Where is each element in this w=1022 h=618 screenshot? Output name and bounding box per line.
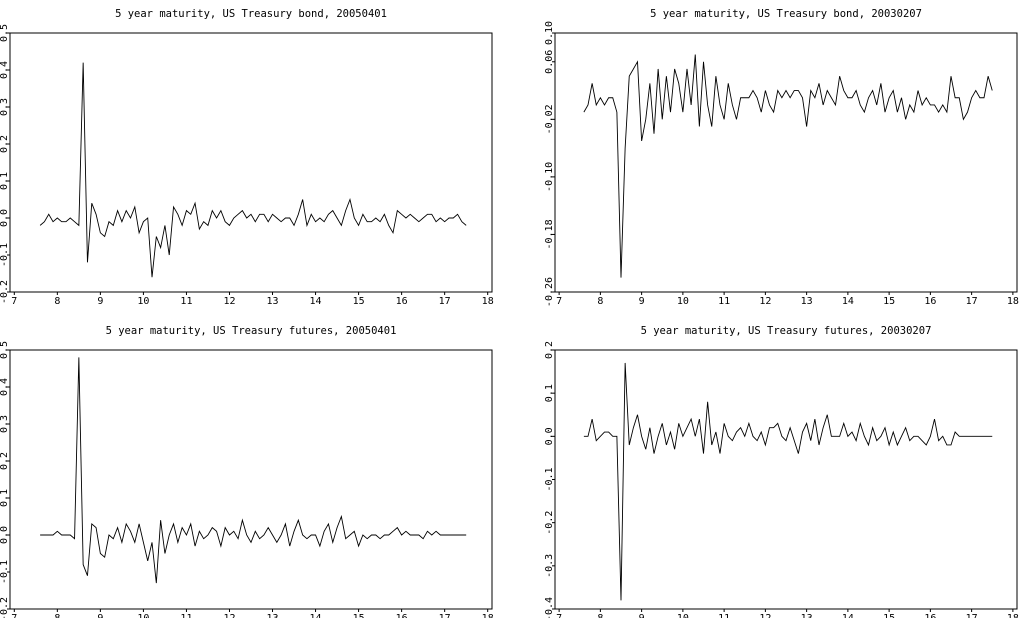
x-tick-label: 14 bbox=[310, 613, 322, 618]
data-line bbox=[40, 357, 467, 584]
y-tick-label: -0.18 bbox=[544, 219, 555, 249]
x-tick-label: 12 bbox=[759, 613, 771, 618]
x-tick-label: 16 bbox=[924, 613, 936, 618]
chart-title: 5 year maturity, US Treasury bond, 20050… bbox=[115, 8, 387, 20]
x-tick-label: 18 bbox=[482, 613, 494, 618]
y-tick-label: 0.4 bbox=[0, 61, 10, 79]
x-tick-label: 17 bbox=[966, 613, 978, 618]
plot-frame bbox=[554, 32, 1018, 293]
x-tick-label: 18 bbox=[1007, 296, 1019, 307]
y-tick-label: 0.1 bbox=[544, 384, 555, 402]
y-tick-label: 0.1 bbox=[0, 489, 10, 507]
x-tick-label: 13 bbox=[266, 296, 278, 307]
y-tick-label: 0.5 bbox=[0, 341, 10, 359]
x-tick-label: 15 bbox=[353, 613, 365, 618]
x-tick-label: 16 bbox=[924, 296, 936, 307]
y-tick-label: -0.2 bbox=[0, 280, 10, 304]
y-tick-label: 0.1 bbox=[0, 172, 10, 190]
y-tick-label: 0.2 bbox=[0, 135, 10, 153]
chart-panel: 5 year maturity, US Treasury bond, 20050… bbox=[0, 8, 494, 307]
y-tick-label: 0.4 bbox=[0, 378, 10, 396]
data-line bbox=[39, 62, 467, 278]
x-tick-label: 13 bbox=[801, 613, 813, 618]
y-tick-label: -0.4 bbox=[544, 597, 555, 618]
x-tick-label: 7 bbox=[11, 296, 17, 307]
x-tick-label: 9 bbox=[639, 613, 645, 618]
x-tick-label: 8 bbox=[54, 296, 60, 307]
y-tick-label: -0.26 bbox=[544, 277, 555, 307]
x-tick-label: 7 bbox=[556, 613, 562, 618]
x-tick-label: 12 bbox=[223, 296, 235, 307]
y-tick-label: 0.0 bbox=[0, 209, 10, 227]
data-line bbox=[583, 362, 993, 601]
data-line bbox=[583, 54, 993, 278]
x-tick-label: 8 bbox=[597, 296, 603, 307]
y-tick-label: 0.3 bbox=[0, 415, 10, 433]
x-tick-label: 14 bbox=[842, 296, 854, 307]
x-tick-label: 9 bbox=[639, 296, 645, 307]
x-tick-label: 14 bbox=[310, 296, 322, 307]
x-tick-label: 13 bbox=[801, 296, 813, 307]
x-tick-label: 12 bbox=[223, 613, 235, 618]
x-tick-label: 17 bbox=[439, 613, 451, 618]
x-tick-label: 12 bbox=[759, 296, 771, 307]
y-tick-label: -0.2 bbox=[544, 511, 555, 535]
x-tick-label: 8 bbox=[54, 613, 60, 618]
x-tick-label: 10 bbox=[677, 296, 689, 307]
x-tick-label: 11 bbox=[180, 613, 192, 618]
x-tick-label: 15 bbox=[883, 296, 895, 307]
y-tick-label: -0.3 bbox=[544, 554, 555, 578]
chart-title: 5 year maturity, US Treasury futures, 20… bbox=[106, 325, 397, 337]
x-tick-label: 17 bbox=[439, 296, 451, 307]
x-tick-label: 14 bbox=[842, 613, 854, 618]
x-tick-label: 10 bbox=[677, 613, 689, 618]
x-tick-label: 18 bbox=[1007, 613, 1019, 618]
x-tick-label: 8 bbox=[597, 613, 603, 618]
x-tick-label: 16 bbox=[396, 613, 408, 618]
y-tick-label: 0.0 bbox=[544, 427, 555, 445]
x-tick-label: 17 bbox=[966, 296, 978, 307]
x-tick-label: 11 bbox=[180, 296, 192, 307]
y-tick-label: -0.10 bbox=[544, 162, 555, 192]
chart-title: 5 year maturity, US Treasury futures, 20… bbox=[641, 325, 932, 337]
y-tick-label: -0.1 bbox=[0, 560, 10, 584]
chart-panel: 5 year maturity, US Treasury bond, 20030… bbox=[544, 8, 1019, 307]
plot-frame bbox=[9, 32, 493, 293]
y-tick-label: 0.2 bbox=[544, 341, 555, 359]
x-tick-label: 16 bbox=[396, 296, 408, 307]
x-tick-label: 10 bbox=[137, 296, 149, 307]
chart-panel: 5 year maturity, US Treasury futures, 20… bbox=[0, 325, 494, 618]
plot-frame bbox=[9, 349, 493, 610]
x-tick-label: 9 bbox=[97, 296, 103, 307]
y-tick-label: 0.06 bbox=[544, 50, 555, 74]
y-tick-label: 0.3 bbox=[0, 98, 10, 116]
chart-title: 5 year maturity, US Treasury bond, 20030… bbox=[650, 8, 922, 20]
y-tick-label: 0.10 bbox=[544, 21, 555, 45]
x-tick-label: 7 bbox=[11, 613, 17, 618]
y-tick-label: -0.1 bbox=[544, 467, 555, 491]
x-tick-label: 9 bbox=[97, 613, 103, 618]
x-tick-label: 18 bbox=[482, 296, 494, 307]
x-tick-label: 11 bbox=[718, 296, 730, 307]
chart-panel: 5 year maturity, US Treasury futures, 20… bbox=[544, 325, 1019, 618]
x-tick-label: 10 bbox=[137, 613, 149, 618]
y-tick-label: 0.0 bbox=[0, 526, 10, 544]
x-tick-label: 15 bbox=[883, 613, 895, 618]
y-tick-label: 0.2 bbox=[0, 452, 10, 470]
x-tick-label: 13 bbox=[266, 613, 278, 618]
y-tick-label: -0.02 bbox=[544, 104, 555, 134]
x-tick-label: 11 bbox=[718, 613, 730, 618]
x-tick-label: 15 bbox=[353, 296, 365, 307]
y-tick-label: -0.1 bbox=[0, 243, 10, 267]
y-tick-label: -0.2 bbox=[0, 597, 10, 618]
x-tick-label: 7 bbox=[556, 296, 562, 307]
y-tick-label: 0.5 bbox=[0, 24, 10, 42]
